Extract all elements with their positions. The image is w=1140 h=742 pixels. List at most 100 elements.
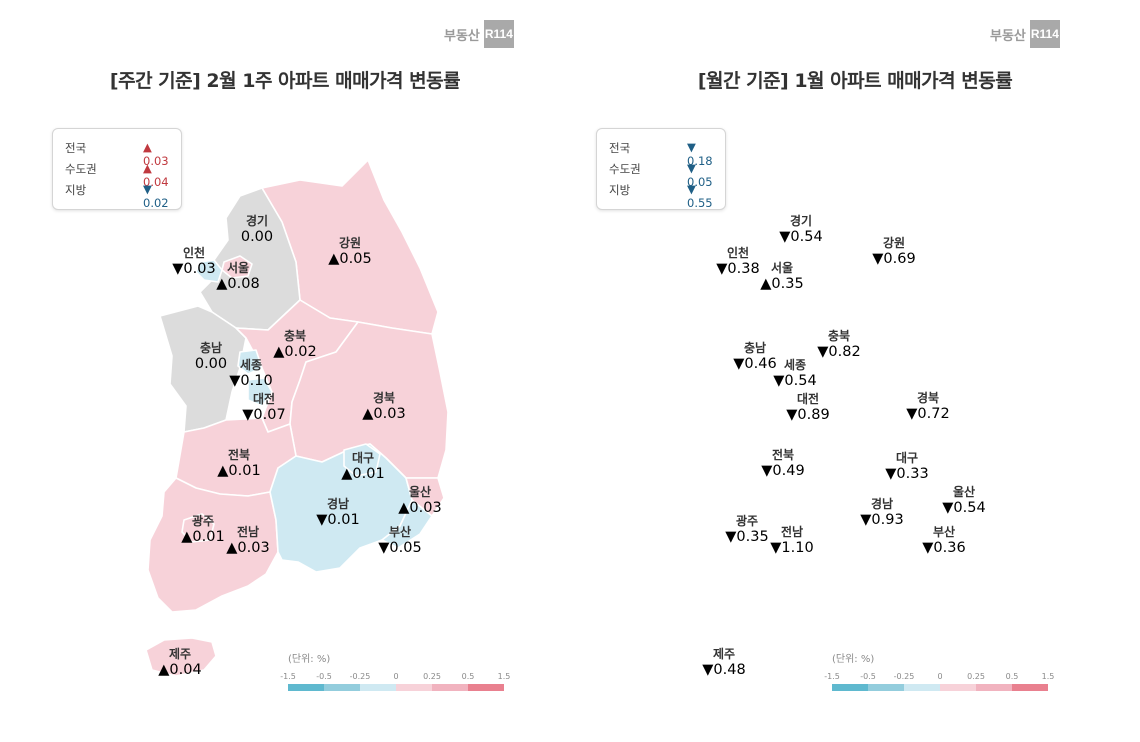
summary-label: 전국 [65, 141, 87, 155]
region-label-chungbuk: 충북 ▲0.02 [250, 329, 340, 360]
legend-swatch [396, 684, 432, 691]
legend-tick: -0.5 [860, 672, 876, 681]
region-value: ▲0.01 [341, 465, 385, 482]
change-arrow-icon: ▼ [172, 260, 184, 277]
change-arrow-icon: ▼ [702, 661, 714, 678]
summary-row-national: 전국 ▲ 0.03 [65, 140, 169, 168]
region-gyeonggi [199, 187, 301, 331]
change-arrow-icon: ▼ [229, 372, 241, 389]
region-value: ▼0.46 [733, 355, 777, 372]
region-label-daegu: 대구 ▲0.01 [318, 451, 408, 482]
legend-swatch [360, 684, 396, 691]
legend-swatch [324, 684, 360, 691]
change-arrow-icon: ▼ [922, 539, 934, 556]
change-arrow-icon: ▲ [273, 343, 285, 360]
region-value: ▼0.03 [172, 260, 216, 277]
region-value: ▲0.02 [273, 343, 317, 360]
change-arrow-icon: ▲ [158, 661, 170, 678]
logo-text: 부동산 [444, 28, 480, 44]
legend-ticks: -1.5 -0.5 -0.25 0 0.25 0.5 1.5 [824, 672, 1054, 682]
logo-badge: R114 [483, 20, 514, 48]
region-value: ▼0.33 [885, 465, 929, 482]
legend-tick: 0.5 [1005, 672, 1019, 681]
region-value: ▲0.35 [760, 275, 804, 292]
region-value: 0.00 [194, 355, 228, 372]
region-label-jeonbuk: 전북 ▼0.49 [738, 448, 828, 479]
change-arrow-icon: ▼ [242, 406, 254, 423]
summary-value: ▼ 0.02 [143, 182, 169, 210]
summary-value: ▼ 0.05 [687, 161, 713, 189]
change-arrow-icon: ▼ [773, 372, 785, 389]
legend-swatch [832, 684, 868, 691]
region-value: ▲0.03 [398, 499, 442, 516]
legend-swatch [288, 684, 324, 691]
region-label-incheon: 인천 ▼0.03 [149, 246, 239, 277]
region-value: ▼0.54 [942, 499, 986, 516]
region-value: 0.00 [240, 228, 274, 245]
region-value: ▲0.03 [226, 539, 270, 556]
change-arrow-icon: ▼ [779, 228, 791, 245]
region-label-chungbuk: 충북 ▼0.82 [794, 329, 884, 360]
legend-tick: -1.5 [280, 672, 296, 681]
region-value: ▼0.49 [761, 462, 805, 479]
change-arrow-icon: ▼ [716, 260, 728, 277]
region-label-daejeon: 대전 ▼0.07 [219, 392, 309, 423]
region-value: ▼0.48 [702, 661, 746, 678]
region-value: ▲0.01 [217, 462, 261, 479]
change-arrow-icon: ▼ [687, 161, 696, 175]
legend-tick: -0.25 [349, 672, 371, 681]
region-value: ▲0.04 [158, 661, 202, 678]
region-value: ▼0.07 [242, 406, 286, 423]
region-value: ▼0.05 [378, 539, 422, 556]
change-arrow-icon: ▼ [817, 343, 829, 360]
region-value: ▲0.08 [216, 275, 260, 292]
change-arrow-icon: ▲ [398, 499, 410, 516]
r114-logo: 부동산 R114 [990, 20, 1060, 48]
change-arrow-icon: ▼ [733, 355, 745, 372]
region-label-gyeongbuk: 경북 ▲0.03 [339, 391, 429, 422]
change-arrow-icon: ▲ [226, 539, 238, 556]
region-jeonnam [147, 477, 279, 613]
change-arrow-icon: ▼ [725, 528, 737, 545]
legend-swatch [1012, 684, 1048, 691]
change-arrow-icon: ▼ [942, 499, 954, 516]
region-label-gangwon: 강원 ▼0.69 [849, 236, 939, 267]
change-arrow-icon: ▲ [143, 140, 152, 154]
legend-swatch [868, 684, 904, 691]
region-value: ▼1.10 [770, 539, 814, 556]
region-value: ▼0.89 [786, 406, 830, 423]
legend-tick: -0.5 [316, 672, 332, 681]
region-value: ▼0.35 [725, 528, 769, 545]
region-value: ▼0.69 [872, 250, 916, 267]
legend-tick: 0.25 [967, 672, 985, 681]
change-arrow-icon: ▼ [872, 250, 884, 267]
summary-value: ▼ 0.18 [687, 140, 713, 168]
monthly-panel: 부동산 R114 [월간 기준] 1월 아파트 매매가격 변동률 전국 ▼ 0.… [570, 0, 1140, 742]
region-label-daegu: 대구 ▼0.33 [862, 451, 952, 482]
summary-label: 지방 [65, 183, 87, 197]
legend-tick: -0.25 [893, 672, 915, 681]
region-label-gwangju: 광주 ▼0.35 [702, 514, 792, 545]
r114-logo: 부동산 R114 [444, 20, 514, 48]
region-ulsan [405, 477, 445, 517]
region-label-chungnam: 충남 0.00 [166, 341, 256, 372]
map-title: [월간 기준] 1월 아파트 매매가격 변동률 [697, 70, 1013, 92]
legend-tick: 0.5 [461, 672, 475, 681]
region-label-incheon: 인천 ▼0.38 [693, 246, 783, 277]
region-label-ulsan: 울산 ▼0.54 [919, 485, 1009, 516]
legend-swatch [976, 684, 1012, 691]
logo-text: 부동산 [990, 28, 1026, 44]
legend-unit: (단위: %) [832, 654, 875, 665]
korea-map [145, 159, 449, 677]
change-arrow-icon: ▲ [760, 275, 772, 292]
region-label-jeju: 제주 ▲0.04 [135, 647, 225, 678]
region-label-seoul: 서울 ▲0.35 [737, 261, 827, 292]
summary-row-capital: 수도권 ▲ 0.04 [65, 161, 169, 189]
summary-label: 전국 [609, 141, 631, 155]
region-label-jeju: 제주 ▼0.48 [679, 647, 769, 678]
change-arrow-icon: ▲ [181, 528, 193, 545]
region-label-jeonnam: 전남 ▼1.10 [747, 525, 837, 556]
summary-box: 전국 ▲ 0.03 수도권 ▲ 0.04 지방 ▼ 0.02 [52, 128, 182, 210]
region-label-gyeongbuk: 경북 ▼0.72 [883, 391, 973, 422]
region-value: ▼0.10 [229, 372, 273, 389]
